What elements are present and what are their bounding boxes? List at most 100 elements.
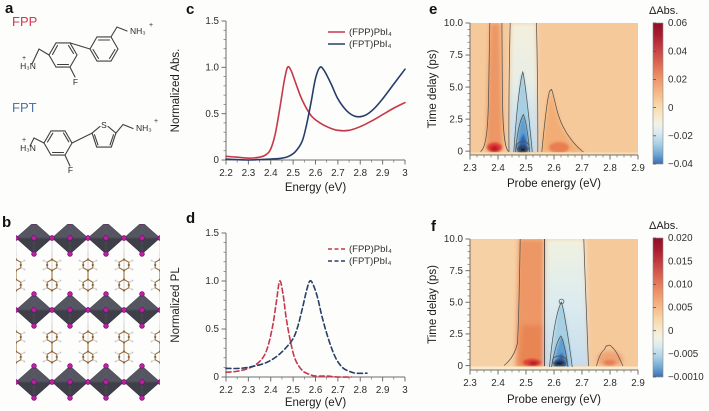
y-tick-label: 5.0 xyxy=(449,82,463,93)
pl-chart: 2.2 2.3 2.4 2.5 2.6 2.7 2.8 2.9 3 0 0.5 1.0 1.5 Energ… xyxy=(170,228,408,409)
x-tick-label: 2.3 xyxy=(242,168,256,179)
x-tick-label: 2.2 xyxy=(219,168,233,179)
x-tick-label: 2.5 xyxy=(286,168,300,179)
axes: 2.2 2.3 2.4 2.5 2.6 2.7 2.8 2.9 3 0 0.5 1.0 1.5 xyxy=(205,228,408,396)
x-tick-label: 2.8 xyxy=(353,168,367,179)
fpt-amine-left: H₃N xyxy=(20,143,36,153)
fpp-plus-left: + xyxy=(22,55,26,62)
x-axis-label: Probe energy (eV) xyxy=(507,394,601,406)
x-tick-label: 2.5 xyxy=(519,163,533,174)
x-tick-label: 2.9 xyxy=(631,378,645,389)
x-tick-label: 2.3 xyxy=(463,163,477,174)
series xyxy=(225,65,406,161)
legend-label: (FPP)PbI₄ xyxy=(349,27,392,38)
colorbar-tick-label: 0.06 xyxy=(668,18,688,29)
x-tick-label: 2.7 xyxy=(575,163,589,174)
legend: (FPP)PbI₄(FPT)PbI₄ xyxy=(328,27,392,50)
x-tick-label: 2.8 xyxy=(603,378,617,389)
bleach-cone-light xyxy=(550,302,573,367)
y-tick-label: 10.0 xyxy=(444,234,464,245)
colorbar-tick-label: 0.015 xyxy=(668,256,693,267)
fpt-name: FPT xyxy=(12,100,37,115)
axes: 2.2 2.3 2.4 2.5 2.6 2.7 2.8 2.9 3 0 0.5 1.0 1.5 xyxy=(205,16,408,179)
x-axis-label: Energy (eV) xyxy=(285,397,347,409)
induced-absorption-region xyxy=(542,91,586,152)
x-tick-label: 2.4 xyxy=(491,378,505,389)
colorbar-tick-label: −0.005 xyxy=(668,349,699,360)
legend-label: (FPT)PbI₄ xyxy=(349,256,392,267)
x-tick-label: 2.6 xyxy=(309,385,323,396)
fpp-fluorine: F xyxy=(73,77,78,87)
y-tick-label: 7.5 xyxy=(449,50,463,61)
panel-label-d: d xyxy=(186,210,196,227)
absorption-chart: 2.2 2.3 2.4 2.5 2.6 2.7 2.8 2.9 3 0 0.5 1.0 1.5 Energ… xyxy=(170,16,408,194)
heatmap-field xyxy=(470,239,638,370)
series-curve xyxy=(225,65,406,159)
y-tick-label: 1.0 xyxy=(205,276,219,287)
x-tick-label: 2.5 xyxy=(519,378,533,389)
y-axis-label: Time delay (ps) xyxy=(427,265,439,344)
heatmap-field xyxy=(470,23,638,155)
y-tick-label: 0.5 xyxy=(205,109,219,120)
series-curve xyxy=(225,66,406,161)
fpt-amine-right: NH₃ xyxy=(136,123,152,133)
x-axis-label: Probe energy (eV) xyxy=(507,178,601,190)
colorbar-title: ΔAbs. xyxy=(649,5,678,17)
x-tick-label: 2.7 xyxy=(575,378,589,389)
y-tick-label: 0 xyxy=(214,372,220,383)
panel-label-b: b xyxy=(2,214,12,231)
x-tick-label: 2.8 xyxy=(353,385,367,396)
colorbar-title: ΔAbs. xyxy=(649,220,678,232)
panel-label-e: e xyxy=(429,1,438,18)
esa-band xyxy=(486,23,503,150)
x-tick-label: 2.7 xyxy=(331,385,345,396)
x-tick-label: 3 xyxy=(402,168,408,179)
x-tick-label: 2.5 xyxy=(286,385,300,396)
panel-label-c: c xyxy=(186,1,195,18)
y-tick-label: 0 xyxy=(458,146,464,157)
colorbar: 0.06 0.04 0.02 0 −0.02 −0.04 ΔAbs. xyxy=(649,5,693,170)
legend-label: (FPT)PbI₄ xyxy=(349,39,392,50)
contour-lines xyxy=(480,23,584,153)
series-curve xyxy=(225,280,353,378)
y-tick-label: 2.5 xyxy=(449,114,463,125)
x-tick-label: 2.4 xyxy=(264,168,278,179)
y-tick-label: 1.5 xyxy=(205,16,219,27)
x-tick-label: 2.6 xyxy=(547,163,561,174)
fpp-plus-right: + xyxy=(149,22,153,29)
colorbar-tick-label: −0.04 xyxy=(668,159,693,170)
molecular-structures: FPP H₃N + NH₃ + F FPT S H₃N xyxy=(12,14,158,175)
colorbar-tick-label: −0.0010 xyxy=(668,372,704,383)
y-axis-label: Normalized PL xyxy=(170,267,182,343)
fpt-plus-right: + xyxy=(154,118,158,125)
y-tick-label: 0 xyxy=(214,155,220,166)
fpp-name: FPP xyxy=(12,14,37,29)
x-tick-label: 2.9 xyxy=(376,168,390,179)
fpp-amine-left: H₃N xyxy=(20,61,36,71)
y-tick-label: 0 xyxy=(458,361,464,372)
y-tick-label: 1.0 xyxy=(205,63,219,74)
colorbar-tick-label: 0.010 xyxy=(668,280,693,291)
panel-label-a: a xyxy=(5,0,14,17)
fpt-fluorine: F xyxy=(68,165,73,175)
colorbar-tick-label: −0.02 xyxy=(668,131,693,142)
fpp-structure: H₃N + NH₃ + F xyxy=(20,22,153,87)
y-tick-label: 10.0 xyxy=(444,18,464,29)
colorbar-tick-label: 0.020 xyxy=(668,233,693,244)
y-axis-label: Normalized Abs. xyxy=(170,49,182,133)
x-tick-label: 2.6 xyxy=(309,168,323,179)
colorbar-tick-label: 0 xyxy=(668,326,674,337)
y-tick-label: 0.5 xyxy=(205,324,219,335)
x-tick-label: 2.9 xyxy=(376,385,390,396)
ta-map-fpp: 2.3 2.4 2.5 2.6 2.7 2.8 2.9 0 2.5 5.0 7.5 10.0 Probe… xyxy=(427,5,693,190)
y-axis-label: Time delay (ps) xyxy=(427,49,439,128)
x-tick-label: 2.3 xyxy=(242,385,256,396)
warm-tint xyxy=(549,142,569,153)
x-tick-label: 2.4 xyxy=(264,385,278,396)
colorbar-tick-label: 0.02 xyxy=(668,75,687,86)
ta-map-fpt: 2.3 2.4 2.5 2.6 2.7 2.8 2.9 0 2.5 5.0 7.5 10.0 Probe… xyxy=(427,220,704,406)
fpt-sulfur: S xyxy=(101,120,107,130)
series xyxy=(225,279,368,378)
fpt-structure: S H₃N + NH₃ + F xyxy=(20,118,158,175)
x-tick-label: 2.6 xyxy=(547,378,561,389)
